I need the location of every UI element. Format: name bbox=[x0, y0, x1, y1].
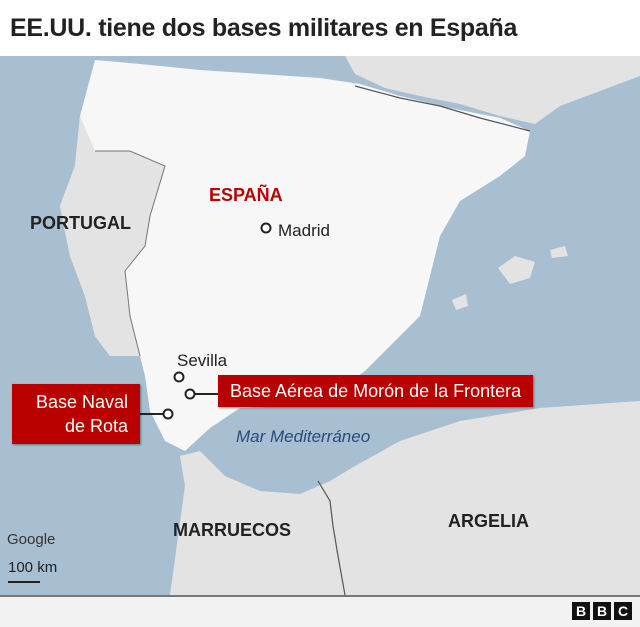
label-espana: ESPAÑA bbox=[209, 185, 283, 205]
menorca bbox=[550, 246, 568, 258]
base-rota-line-2: de Rota bbox=[64, 416, 128, 436]
ibiza bbox=[452, 294, 468, 310]
rota-marker bbox=[162, 408, 174, 420]
bbc-logo: B B C bbox=[572, 602, 632, 620]
footer: B B C bbox=[0, 595, 640, 627]
label-base-rota: Base Naval de Rota bbox=[12, 384, 140, 444]
iberia-land bbox=[60, 60, 530, 451]
sevilla-marker bbox=[173, 371, 185, 383]
base-rota-line-1: Base Naval bbox=[35, 392, 128, 412]
spain-portugal-border bbox=[95, 150, 166, 357]
attribution-google: Google bbox=[7, 531, 56, 548]
mallorca bbox=[498, 256, 535, 284]
bbc-logo-letter: B bbox=[572, 602, 590, 620]
label-sevilla: Sevilla bbox=[177, 351, 228, 370]
africa-land bbox=[170, 401, 640, 595]
bbc-logo-letter: B bbox=[593, 602, 611, 620]
label-base-moron: Base Aérea de Morón de la Frontera bbox=[218, 375, 534, 407]
france-spain-border bbox=[354, 85, 531, 132]
portugal-land bbox=[60, 116, 165, 356]
label-madrid: Madrid bbox=[278, 221, 330, 240]
label-marruecos: MARRUECOS bbox=[173, 520, 292, 540]
madrid-marker bbox=[260, 222, 272, 234]
morocco-algeria-border bbox=[317, 480, 346, 595]
scale-label: 100 km bbox=[8, 559, 58, 576]
bbc-logo-letter: C bbox=[614, 602, 632, 620]
label-sea: Mar Mediterráneo bbox=[236, 427, 371, 446]
map-title: EE.UU. tiene dos bases militares en Espa… bbox=[10, 14, 518, 42]
moron-marker bbox=[184, 388, 196, 400]
map bbox=[0, 56, 640, 595]
france-land bbox=[345, 56, 640, 124]
label-portugal: PORTUGAL bbox=[30, 213, 131, 233]
base-moron-text: Base Aérea de Morón de la Frontera bbox=[230, 381, 522, 401]
label-argelia: ARGELIA bbox=[448, 511, 529, 531]
